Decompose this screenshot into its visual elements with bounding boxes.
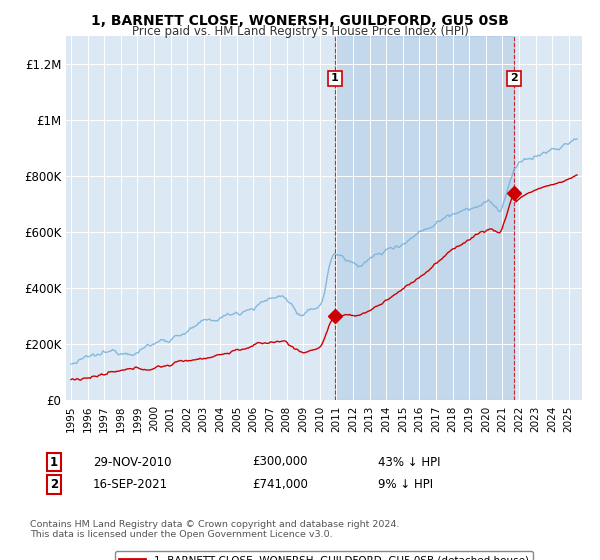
Legend: 1, BARNETT CLOSE, WONERSH, GUILDFORD, GU5 0SB (detached house), HPI: Average pri: 1, BARNETT CLOSE, WONERSH, GUILDFORD, GU… <box>115 551 533 560</box>
Text: 1, BARNETT CLOSE, WONERSH, GUILDFORD, GU5 0SB: 1, BARNETT CLOSE, WONERSH, GUILDFORD, GU… <box>91 14 509 28</box>
Text: 2: 2 <box>50 478 58 491</box>
Text: Price paid vs. HM Land Registry's House Price Index (HPI): Price paid vs. HM Land Registry's House … <box>131 25 469 38</box>
Text: Contains HM Land Registry data © Crown copyright and database right 2024.
This d: Contains HM Land Registry data © Crown c… <box>30 520 400 539</box>
Text: 1: 1 <box>50 455 58 469</box>
Text: 1: 1 <box>331 73 339 83</box>
Text: 2: 2 <box>510 73 518 83</box>
Text: £300,000: £300,000 <box>252 455 308 469</box>
Bar <box>335 36 514 400</box>
Text: £741,000: £741,000 <box>252 478 308 491</box>
Text: 9% ↓ HPI: 9% ↓ HPI <box>378 478 433 491</box>
Text: 16-SEP-2021: 16-SEP-2021 <box>93 478 168 491</box>
Text: 43% ↓ HPI: 43% ↓ HPI <box>378 455 440 469</box>
Text: 29-NOV-2010: 29-NOV-2010 <box>93 455 172 469</box>
